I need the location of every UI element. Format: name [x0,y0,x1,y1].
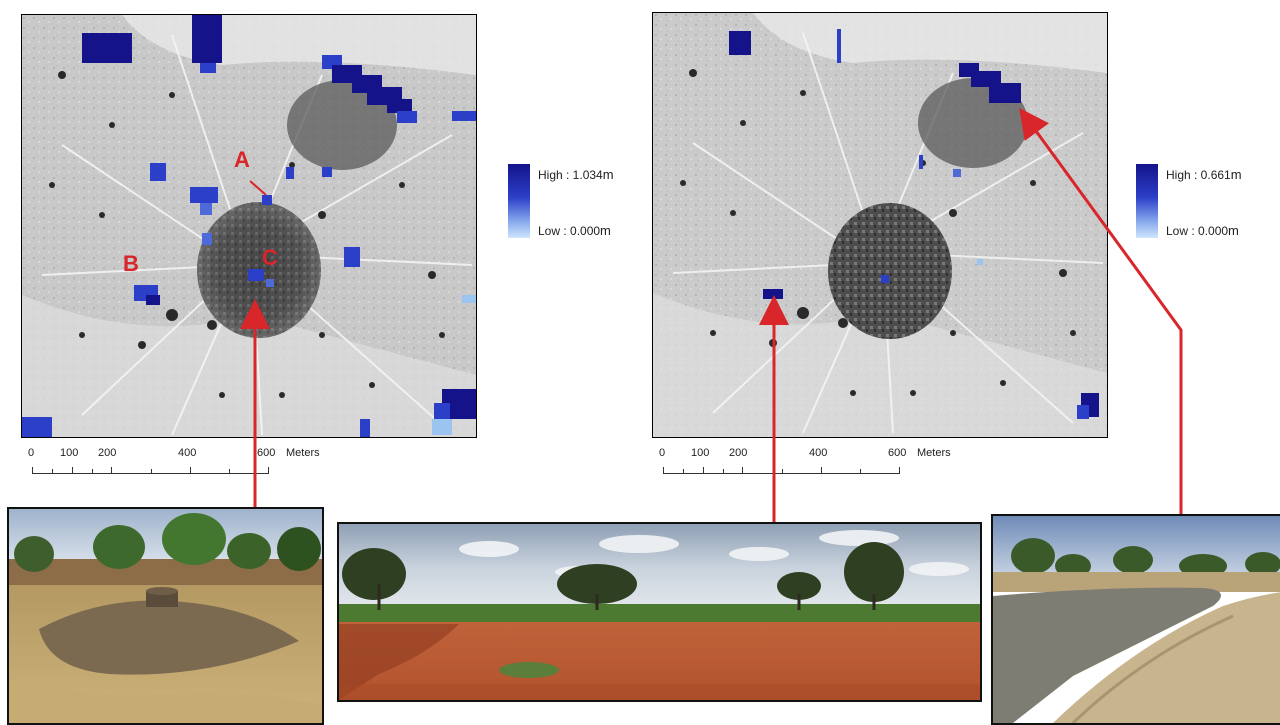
photo-flooded-channel [991,514,1280,725]
right-legend-low: Low : 0.000 [1166,224,1229,238]
left-scale-tick-100: 100 [60,447,79,459]
right-scale-tick-600: 600 [888,447,907,459]
right-flood-map [652,12,1108,438]
left-legend-ramp [508,164,530,238]
left-scale-tick-400: 400 [178,447,197,459]
right-scale-unit: Meters [917,447,951,459]
photo-flooded-field-panorama [337,522,982,702]
left-scale-tick-600: 600 [257,447,276,459]
site-label-b: B [123,251,139,276]
left-legend-low: Low : 0.000 [538,224,601,238]
left-scale-tick-200: 200 [98,447,117,459]
right-scale-tick-400: 400 [809,447,828,459]
left-scale-bar: 0 100 200 400 600 Meters [26,447,356,487]
right-scale-bar: 0 100 200 400 600 Meters [657,447,987,487]
right-legend-low-unit: m [1228,223,1239,238]
left-legend-high: High : 1.034 [538,168,603,182]
left-scale-unit: Meters [286,447,320,459]
right-scale-tick-0: 0 [659,447,666,459]
left-flood-map: A B C [21,14,477,438]
left-scale-tick-0: 0 [28,447,35,459]
site-label-c: C [262,245,278,270]
left-depth-legend: High : 1.034m Low : 0.000m [508,164,648,244]
right-depth-legend: High : 0.661m Low : 0.000m [1136,164,1276,244]
right-scale-tick-100: 100 [691,447,710,459]
right-scale-tick-200: 200 [729,447,748,459]
left-legend-low-unit: m [600,223,611,238]
right-legend-high: High : 0.661 [1166,168,1231,182]
left-legend-high-unit: m [602,167,614,182]
right-legend-high-unit: m [1230,167,1242,182]
site-label-a: A [234,147,250,172]
photo-flooded-well [7,507,324,725]
right-legend-ramp [1136,164,1158,238]
